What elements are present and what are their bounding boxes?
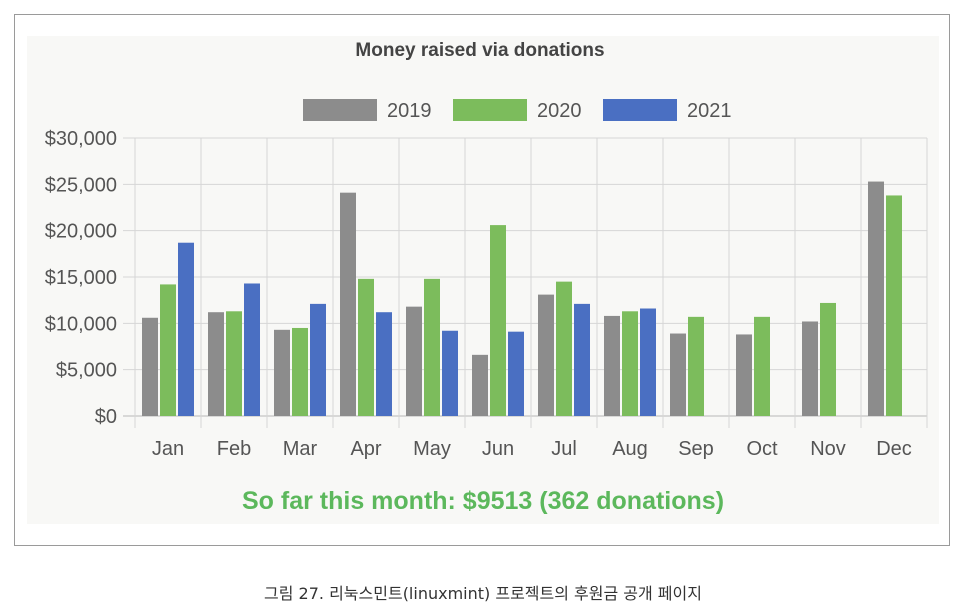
chart-bars [142,181,902,416]
x-tick-label: Jul [551,438,577,460]
bar-2020-oct [754,316,770,416]
legend-swatch-2020 [453,99,527,121]
y-tick-label: $5,000 [56,360,117,382]
bar-2020-jun [490,225,506,416]
y-tick-label: $25,000 [45,174,117,196]
x-tick-label: Sep [678,438,714,460]
y-tick-label: $0 [95,406,117,428]
bar-2019-jun [472,354,488,416]
x-tick-label: Nov [810,438,846,460]
bar-2021-jan [178,242,194,416]
bar-2019-oct [736,334,752,416]
figure-caption: 그림 27. 리눅스민트(linuxmint) 프로젝트의 후원금 공개 페이지 [264,584,702,603]
bar-2021-jul [574,303,590,416]
bar-2021-feb [244,283,260,416]
x-tick-label: Mar [283,438,318,460]
bar-2019-nov [802,321,818,416]
bar-2019-may [406,306,422,416]
bar-2019-sep [670,333,686,416]
bar-2020-jan [160,284,176,416]
legend-label-2020: 2020 [537,100,582,122]
bar-2019-dec [868,181,884,416]
bar-2020-mar [292,327,308,416]
y-tick-label: $30,000 [45,128,117,150]
legend-label-2019: 2019 [387,100,432,122]
bar-2021-may [442,330,458,416]
x-tick-label: Apr [350,438,381,460]
x-tick-label: Oct [746,438,778,460]
x-axis: Jan Feb Mar Apr May Jun Jul Aug Sep Oct Nov Dec [152,438,912,460]
bar-2020-dec [886,195,902,416]
bar-2020-nov [820,302,836,416]
bar-2020-aug [622,311,638,416]
bar-2020-feb [226,311,242,416]
bar-2019-jul [538,294,554,416]
x-tick-label: May [413,438,451,460]
chart-grid [123,137,928,428]
chart-title: Money raised via donations [355,40,604,61]
bar-2019-jan [142,317,158,416]
bar-2019-apr [340,192,356,416]
bar-2019-feb [208,312,224,416]
bar-2019-mar [274,329,290,416]
chart-legend: 2019 2020 2021 [303,99,732,122]
y-tick-label: $20,000 [45,221,117,243]
bar-2019-aug [604,315,620,416]
x-tick-label: Jan [152,438,184,460]
bar-2020-sep [688,316,704,416]
month-donation-status: So far this month: $9513 (362 donations) [241,487,725,515]
bar-2020-may [424,278,440,416]
x-tick-label: Aug [612,438,648,460]
y-axis: $0 $5,000 $10,000 $15,000 $20,000 $25,000 $30,… [45,128,117,428]
x-tick-label: Feb [217,438,251,460]
bar-2021-mar [310,303,326,416]
bar-2021-jun [508,331,524,416]
bar-2021-apr [376,312,392,416]
bar-2020-apr [358,278,374,416]
legend-swatch-2019 [303,99,377,121]
x-tick-label: Dec [876,438,912,460]
legend-label-2021: 2021 [687,100,732,122]
legend-swatch-2021 [603,99,677,121]
bar-2020-jul [556,281,572,416]
x-tick-label: Jun [482,438,514,460]
bar-2021-aug [640,308,656,416]
y-tick-label: $15,000 [45,267,117,289]
y-tick-label: $10,000 [45,313,117,335]
